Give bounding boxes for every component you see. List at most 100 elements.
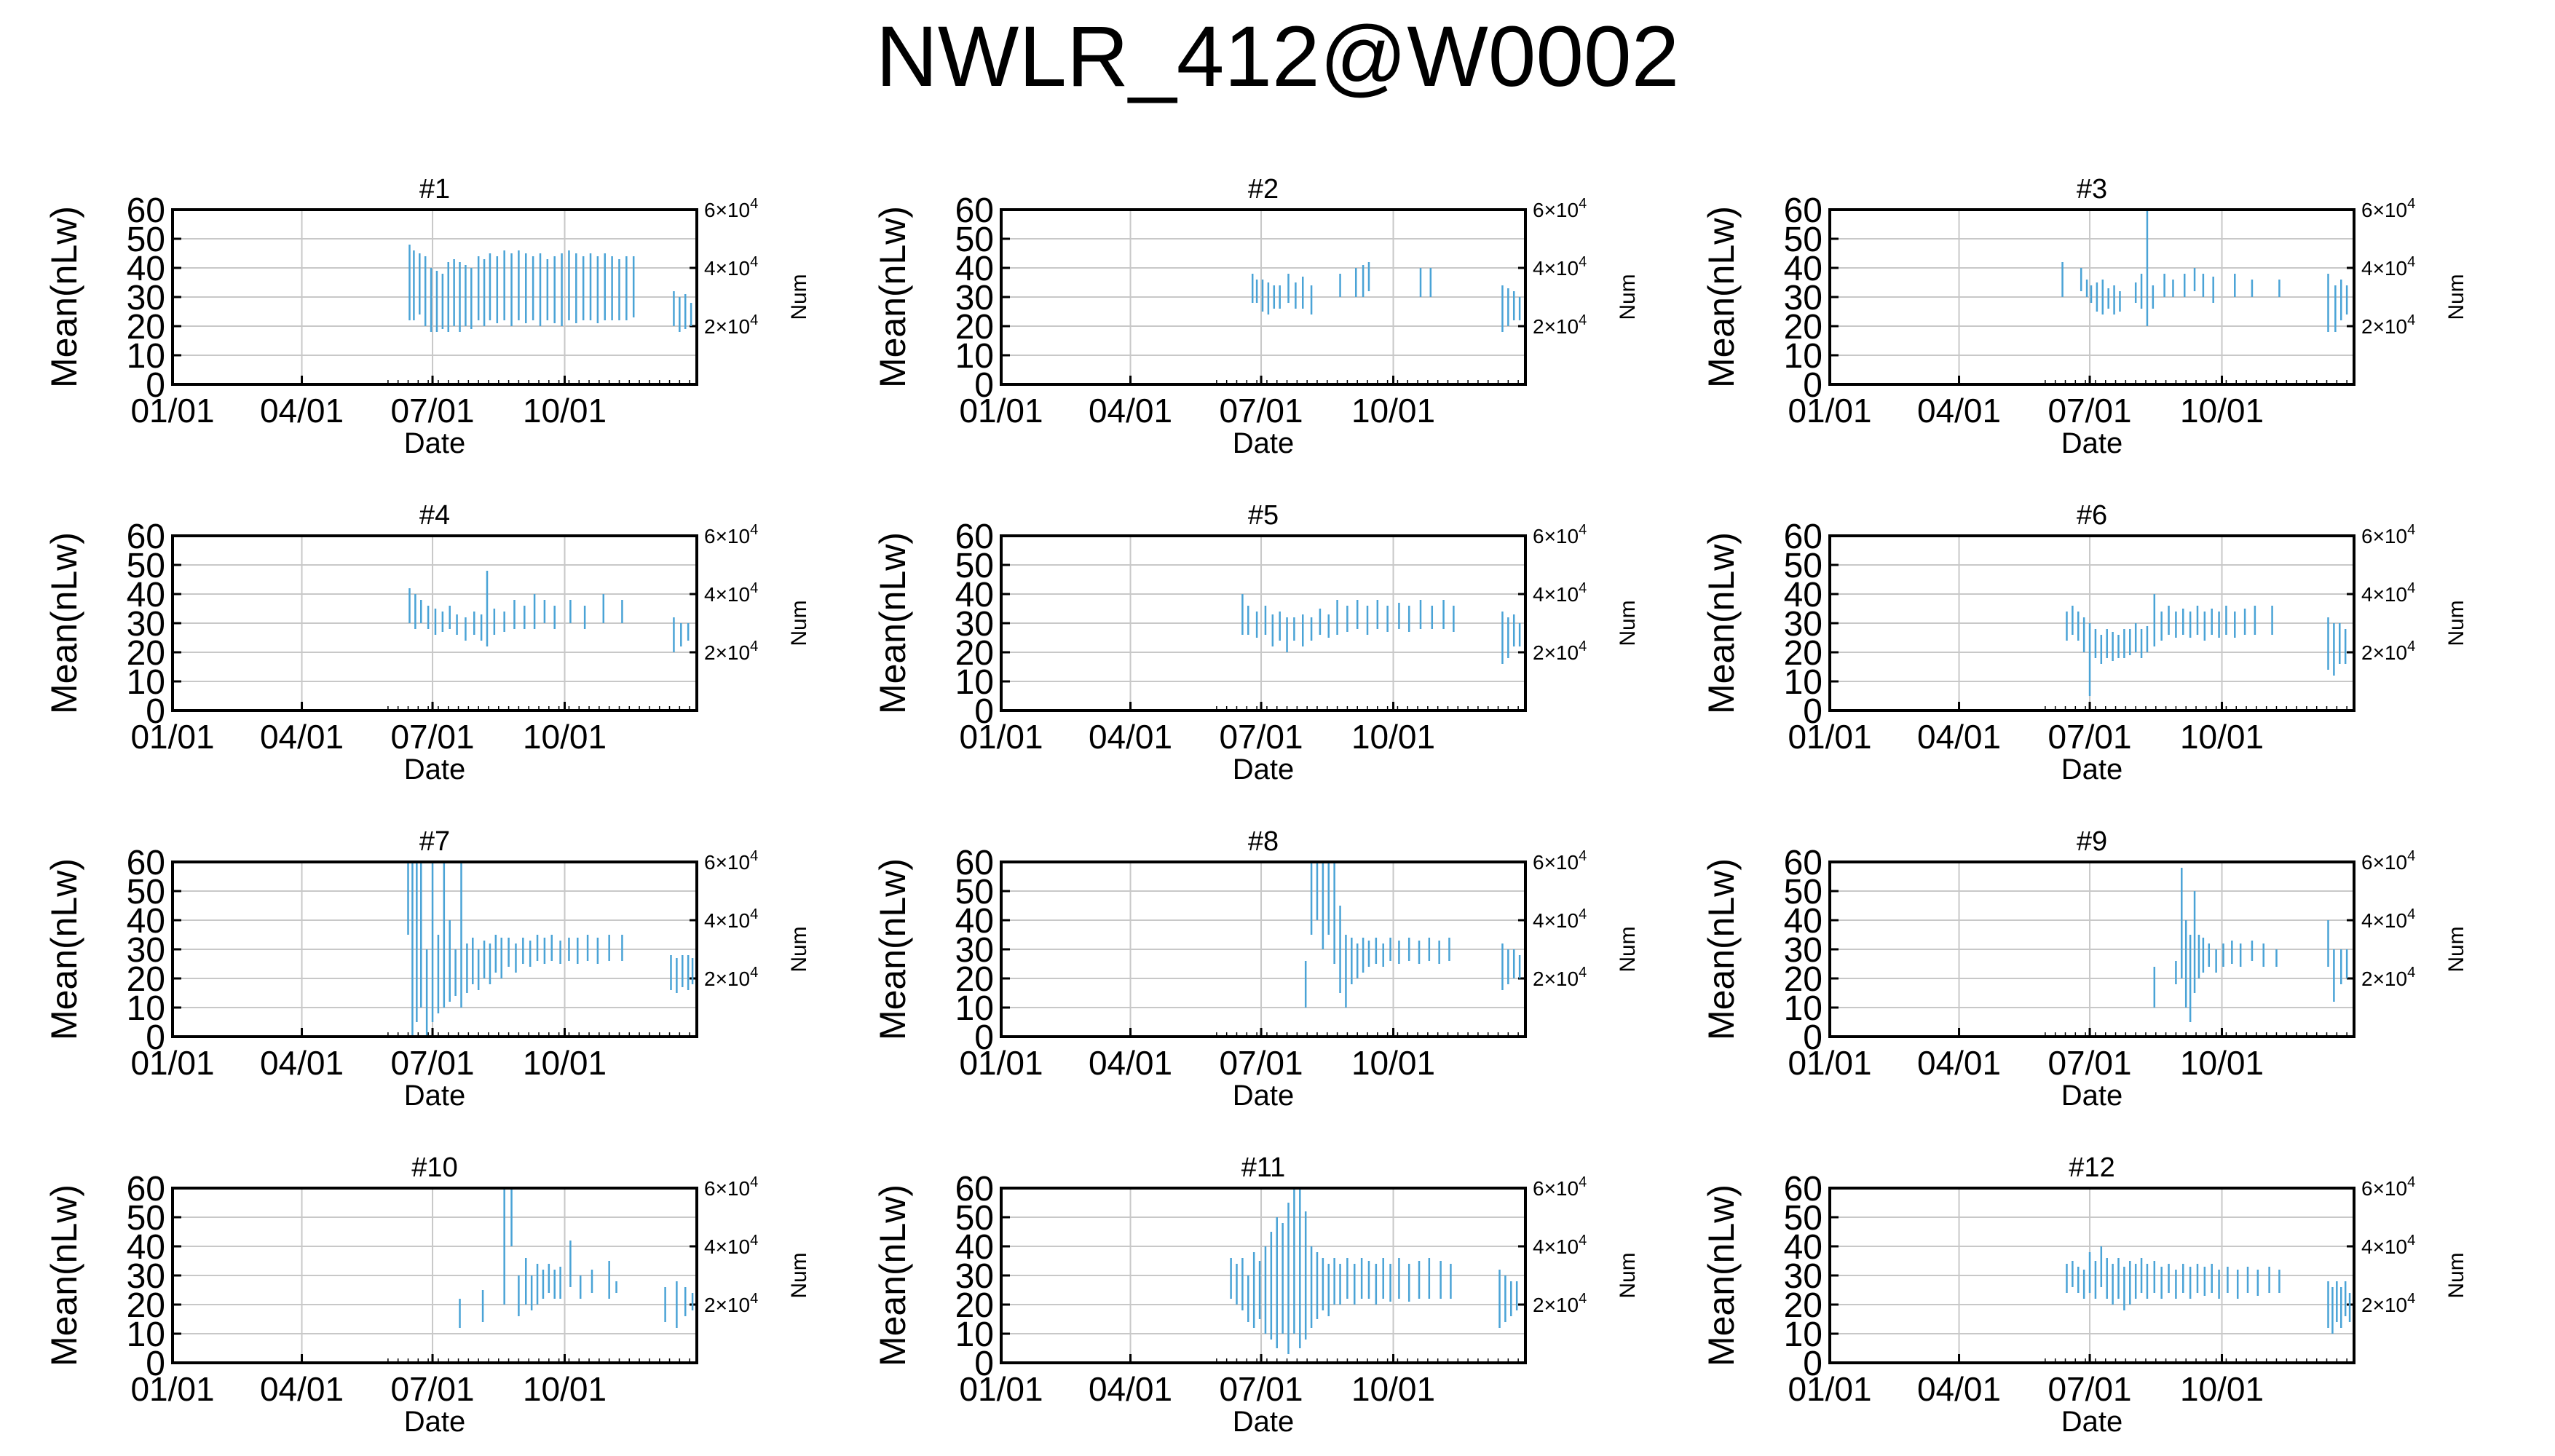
panel-title: #11 — [1241, 1152, 1286, 1183]
y2-axis-label: Num — [1616, 1252, 1640, 1298]
y-tick-label: 60 — [1784, 1170, 1823, 1208]
y-tick-label: 0 — [974, 1345, 994, 1383]
x-tick-label: 01/01 — [1788, 1044, 1871, 1082]
y-tick-label: 60 — [955, 844, 994, 882]
y2-axis-label: Num — [1616, 274, 1640, 320]
x-tick-label: 04/01 — [1917, 392, 2001, 430]
plot-frame — [1828, 860, 2355, 1038]
y-tick-label: 50 — [955, 221, 994, 259]
y2-tick-label: 6×104 — [704, 522, 758, 547]
y-tick-label: 10 — [1784, 1315, 1823, 1354]
x-tick-label: 04/01 — [1089, 718, 1172, 756]
y-axis-label: Mean(nLw) — [1701, 206, 1742, 388]
x-axis-label: Date — [404, 753, 466, 786]
y-tick-label: 0 — [1803, 1018, 1823, 1057]
y2-tick-label: 6×104 — [2361, 848, 2415, 874]
x-tick-label: 07/01 — [390, 392, 474, 430]
x-tick-label: 07/01 — [1219, 1370, 1303, 1408]
y-tick-label: 50 — [1784, 221, 1823, 259]
plot-frame — [1828, 534, 2355, 712]
y2-axis-label: Num — [2444, 926, 2468, 972]
x-tick-label: 04/01 — [1089, 1044, 1172, 1082]
x-axis-label: Date — [2061, 427, 2123, 459]
x-tick-label: 07/01 — [1219, 392, 1303, 430]
panel-title: #6 — [2077, 500, 2107, 531]
y-tick-label: 0 — [146, 366, 165, 405]
y-tick-label: 10 — [127, 989, 165, 1028]
y-tick-label: 20 — [127, 634, 165, 673]
x-tick-label: 10/01 — [523, 718, 607, 756]
y-tick-label: 60 — [127, 191, 165, 230]
x-tick-label: 01/01 — [959, 1370, 1043, 1408]
x-tick-label: 07/01 — [2047, 718, 2131, 756]
y-tick-label: 10 — [1784, 663, 1823, 702]
y-axis-label: Mean(nLw) — [1701, 1184, 1742, 1366]
y2-tick-label: 6×104 — [2361, 522, 2415, 547]
y2-axis-label: Num — [787, 926, 811, 972]
y-tick-label: 0 — [1803, 1345, 1823, 1383]
y-tick-label: 20 — [955, 308, 994, 347]
y2-axis-label: Num — [1616, 600, 1640, 646]
y-axis-label: Mean(nLw) — [1701, 858, 1742, 1040]
y-tick-label: 10 — [955, 1315, 994, 1354]
x-tick-label: 01/01 — [959, 718, 1043, 756]
x-tick-label: 01/01 — [130, 718, 214, 756]
x-tick-label: 01/01 — [130, 392, 214, 430]
x-tick-label: 04/01 — [1917, 1370, 2001, 1408]
y-tick-label: 20 — [955, 1286, 994, 1325]
x-tick-label: 01/01 — [1788, 392, 1871, 430]
y2-tick-label: 6×104 — [2361, 1174, 2415, 1200]
y-tick-label: 50 — [1784, 873, 1823, 911]
plot-frame — [1000, 534, 1527, 712]
y-tick-label: 40 — [127, 250, 165, 288]
y-tick-label: 50 — [955, 547, 994, 585]
y-tick-label: 50 — [1784, 1199, 1823, 1238]
x-axis-label: Date — [1233, 1080, 1295, 1112]
plot-frame — [1000, 860, 1527, 1038]
y-tick-label: 30 — [955, 605, 994, 644]
y2-axis-label: Num — [787, 600, 811, 646]
y-tick-label: 20 — [1784, 308, 1823, 347]
x-tick-label: 04/01 — [1089, 392, 1172, 430]
panel-title: #2 — [1248, 174, 1279, 205]
panel-title: #9 — [2077, 826, 2107, 857]
y2-axis-label: Num — [2444, 600, 2468, 646]
y2-tick-label: 4×104 — [2361, 906, 2415, 932]
y-tick-label: 30 — [127, 1257, 165, 1296]
y-tick-label: 20 — [1784, 960, 1823, 999]
y2-tick-label: 4×104 — [1533, 254, 1587, 280]
y-tick-label: 50 — [955, 873, 994, 911]
x-axis-label: Date — [2061, 1080, 2123, 1112]
x-tick-label: 01/01 — [1788, 718, 1871, 756]
x-axis-label: Date — [2061, 1406, 2123, 1438]
y2-tick-label: 6×104 — [2361, 196, 2415, 221]
y-tick-label: 20 — [1784, 634, 1823, 673]
panel-title: #4 — [419, 500, 450, 531]
y2-tick-label: 2×104 — [1533, 638, 1587, 664]
y-tick-label: 10 — [1784, 989, 1823, 1028]
x-tick-label: 04/01 — [1089, 1370, 1172, 1408]
y2-tick-label: 2×104 — [2361, 312, 2415, 338]
x-axis-label: Date — [404, 1406, 466, 1438]
y-tick-label: 60 — [127, 844, 165, 882]
y-tick-label: 30 — [127, 931, 165, 970]
y2-tick-label: 4×104 — [1533, 906, 1587, 932]
x-axis-label: Date — [1233, 753, 1295, 786]
y2-tick-label: 4×104 — [704, 1233, 758, 1258]
x-tick-label: 04/01 — [260, 392, 344, 430]
y-tick-label: 0 — [146, 1018, 165, 1057]
plot-frame — [1828, 1187, 2355, 1364]
y-tick-label: 50 — [127, 1199, 165, 1238]
y2-tick-label: 2×104 — [1533, 1291, 1587, 1316]
x-tick-label: 07/01 — [390, 718, 474, 756]
y-axis-label: Mean(nLw) — [872, 532, 913, 714]
y2-axis-label: Num — [2444, 1252, 2468, 1298]
y-tick-label: 40 — [1784, 576, 1823, 614]
y-tick-label: 30 — [955, 1257, 994, 1296]
y-tick-label: 20 — [127, 960, 165, 999]
y-tick-label: 0 — [974, 692, 994, 731]
